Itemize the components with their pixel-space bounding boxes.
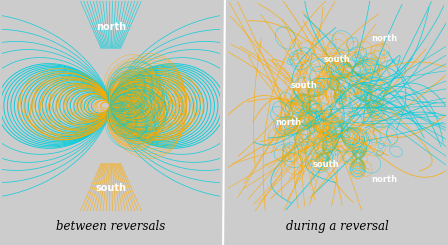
Text: between reversals: between reversals: [56, 220, 165, 233]
Text: south: south: [312, 160, 339, 169]
Text: during a reversal: during a reversal: [286, 220, 388, 233]
Text: north: north: [371, 35, 398, 43]
Text: south: south: [291, 81, 317, 89]
Text: north: north: [371, 175, 398, 184]
Text: south: south: [323, 55, 350, 64]
Text: north: north: [276, 118, 302, 127]
Text: north: north: [96, 22, 126, 32]
Text: south: south: [95, 183, 126, 193]
